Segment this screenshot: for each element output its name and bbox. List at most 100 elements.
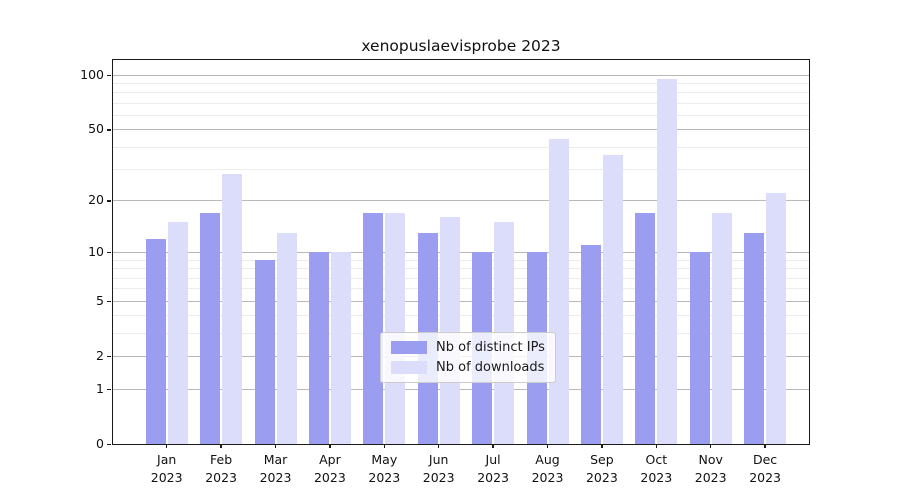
y-gridline-20 bbox=[113, 200, 809, 202]
bar-nb-of-downloads-jan bbox=[167, 222, 188, 444]
chart-title: xenopuslaevisprobe 2023 bbox=[361, 37, 561, 55]
legend-swatch-icon bbox=[391, 341, 427, 354]
y-gridline-minor-6 bbox=[113, 288, 809, 290]
x-tick-month: Sep bbox=[590, 452, 614, 467]
y-tick-mark-20 bbox=[107, 200, 111, 202]
x-tick-month: Nov bbox=[698, 452, 723, 467]
x-tick-mark-dec bbox=[764, 444, 766, 448]
y-tick-mark-100 bbox=[107, 74, 111, 76]
x-tick-mark-may bbox=[383, 444, 385, 448]
bar-nb-of-downloads-may bbox=[385, 212, 406, 444]
y-gridline-minor-60 bbox=[113, 114, 809, 116]
y-tick-mark-50 bbox=[107, 129, 111, 131]
x-tick-month: Oct bbox=[645, 452, 668, 467]
x-tick-year: 2023 bbox=[749, 470, 781, 486]
x-tick-mark-jan bbox=[166, 444, 168, 448]
bar-nb-of-distinct-ips-apr bbox=[308, 252, 329, 444]
x-tick-label-jun: Jun 2023 bbox=[411, 451, 467, 487]
x-tick-label-feb: Feb 2023 bbox=[193, 451, 249, 487]
x-tick-label-may: May 2023 bbox=[356, 451, 412, 487]
legend: Nb of distinct IPs Nb of downloads bbox=[380, 332, 556, 383]
y-gridline-10 bbox=[113, 252, 809, 253]
bar-nb-of-downloads-nov bbox=[711, 212, 732, 444]
y-tick-label-5: 5 bbox=[96, 292, 104, 308]
x-tick-mark-oct bbox=[655, 444, 657, 448]
bar-nb-of-distinct-ips-feb bbox=[200, 212, 221, 444]
y-gridline-50 bbox=[113, 129, 809, 131]
legend-swatch-icon bbox=[391, 361, 427, 374]
x-tick-month: Aug bbox=[535, 452, 560, 467]
x-tick-label-sep: Sep 2023 bbox=[574, 451, 630, 487]
y-gridline-minor-9 bbox=[113, 259, 809, 261]
y-gridline-minor-80 bbox=[113, 92, 809, 94]
x-tick-year: 2023 bbox=[640, 470, 673, 486]
y-gridline-minor-40 bbox=[113, 146, 809, 148]
x-tick-year: 2023 bbox=[368, 470, 401, 486]
x-tick-label-jan: Jan 2023 bbox=[139, 451, 195, 487]
y-tick-label-100: 100 bbox=[80, 66, 104, 82]
x-tick-label-dec: Dec 2023 bbox=[737, 451, 793, 487]
y-tick-label-10: 10 bbox=[88, 244, 104, 259]
x-tick-mark-aug bbox=[546, 444, 549, 448]
bar-nb-of-distinct-ips-may bbox=[363, 212, 384, 444]
x-tick-year: 2023 bbox=[585, 470, 618, 486]
bar-nb-of-downloads-mar bbox=[276, 232, 297, 444]
x-tick-month: Mar bbox=[263, 452, 288, 467]
bar-nb-of-distinct-ips-mar bbox=[254, 259, 275, 444]
bar-nb-of-downloads-apr bbox=[330, 252, 351, 444]
y-tick-label-0: 0 bbox=[96, 436, 104, 451]
y-tick-mark-2 bbox=[107, 356, 111, 358]
y-tick-label-50: 50 bbox=[88, 121, 104, 137]
x-tick-mark-nov bbox=[710, 444, 712, 448]
x-tick-mark-jul bbox=[492, 444, 494, 448]
y-gridline-1 bbox=[113, 388, 809, 390]
x-tick-month: Apr bbox=[319, 452, 341, 467]
x-tick-month: Jun bbox=[428, 452, 449, 467]
x-tick-year: 2023 bbox=[313, 470, 346, 486]
y-tick-mark-1 bbox=[107, 388, 111, 390]
y-gridline-minor-70 bbox=[113, 102, 809, 104]
x-tick-label-aug: Aug 2023 bbox=[520, 451, 576, 487]
bar-nb-of-distinct-ips-jan bbox=[145, 238, 166, 444]
bar-nb-of-downloads-sep bbox=[602, 154, 623, 444]
y-tick-mark-5 bbox=[107, 300, 111, 302]
x-tick-label-mar: Mar 2023 bbox=[248, 451, 304, 487]
x-tick-year: 2023 bbox=[259, 470, 292, 486]
x-tick-mark-sep bbox=[601, 444, 603, 448]
y-gridline-minor-4 bbox=[113, 315, 809, 317]
x-tick-mark-mar bbox=[274, 444, 277, 448]
x-tick-month: Dec bbox=[752, 452, 778, 467]
legend-label: Nb of distinct IPs bbox=[436, 340, 545, 355]
bar-nb-of-distinct-ips-oct bbox=[635, 212, 656, 444]
bar-nb-of-downloads-aug bbox=[548, 139, 569, 444]
legend-label: Nb of downloads bbox=[436, 360, 545, 375]
bar-nb-of-downloads-jun bbox=[439, 217, 460, 444]
x-tick-label-apr: Apr 2023 bbox=[302, 451, 358, 487]
y-tick-label-1: 1 bbox=[96, 380, 104, 396]
x-tick-year: 2023 bbox=[531, 470, 564, 486]
y-gridline-5 bbox=[113, 300, 809, 302]
x-tick-year: 2023 bbox=[422, 470, 455, 486]
y-gridline-minor-8 bbox=[113, 268, 809, 270]
y-tick-label-2: 2 bbox=[96, 348, 104, 363]
legend-entry-nb-of-downloads: Nb of downloads bbox=[391, 360, 545, 375]
y-tick-label-20: 20 bbox=[88, 192, 104, 208]
y-tick-mark-10 bbox=[107, 252, 111, 254]
bar-nb-of-distinct-ips-sep bbox=[580, 245, 601, 444]
legend-entry-nb-of-distinct-ips: Nb of distinct IPs bbox=[391, 340, 545, 355]
y-tick-mark-0 bbox=[107, 444, 111, 446]
bar-nb-of-distinct-ips-nov bbox=[689, 252, 710, 444]
x-tick-label-nov: Nov 2023 bbox=[683, 451, 739, 487]
x-tick-mark-apr bbox=[329, 444, 331, 448]
x-tick-month: May bbox=[371, 452, 398, 467]
x-tick-year: 2023 bbox=[694, 470, 727, 486]
plot-area bbox=[112, 59, 810, 445]
x-tick-label-jul: Jul 2023 bbox=[465, 451, 521, 487]
y-gridline-100 bbox=[113, 74, 809, 76]
y-gridline-minor-30 bbox=[113, 169, 809, 170]
bar-nb-of-downloads-feb bbox=[222, 174, 243, 444]
x-tick-month: Feb bbox=[210, 452, 233, 467]
bar-nb-of-downloads-oct bbox=[657, 79, 678, 444]
y-gridline-minor-7 bbox=[113, 277, 809, 279]
